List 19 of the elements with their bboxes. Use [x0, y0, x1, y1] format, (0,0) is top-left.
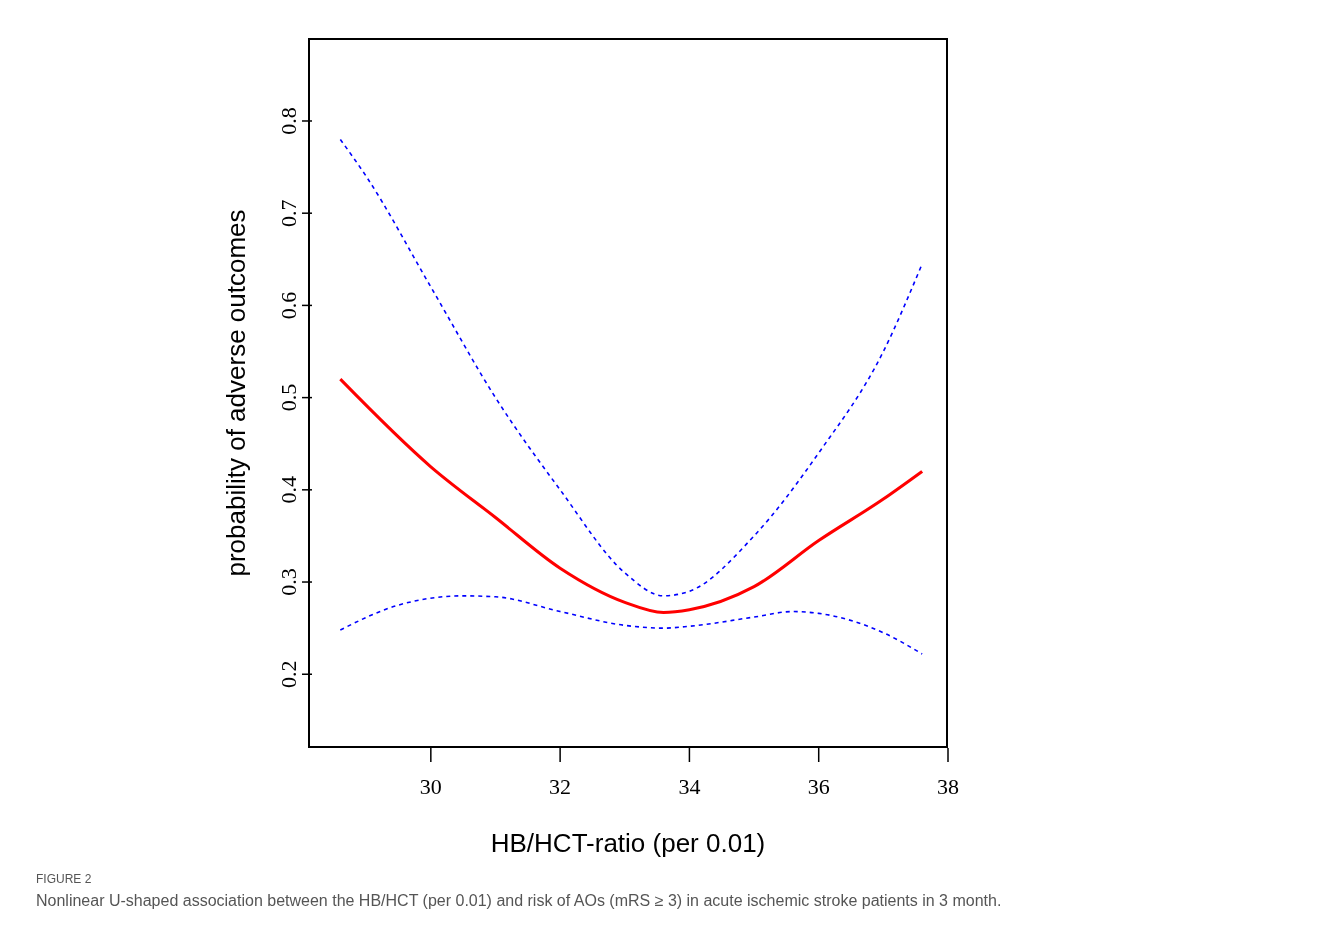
x-tick-label: 32	[549, 773, 572, 799]
x-tick-label: 38	[937, 773, 959, 799]
x-tick-label: 34	[678, 773, 701, 799]
x-tick-label: 36	[807, 773, 830, 799]
y-tick-label: 0.3	[276, 568, 301, 596]
y-tick-label: 0.5	[276, 383, 301, 412]
line-series	[338, 377, 924, 614]
text: Nonlinear U-shaped association between the HB/HCT (per 0.01) and risk of AOs (mRS ≥ 3) in acute ischemic stroke patients in 3 month.	[36, 892, 1003, 910]
y-tick-label: 0.8	[276, 107, 301, 135]
x-tick-label: 30	[419, 773, 442, 799]
line-series	[339, 138, 923, 597]
y-tick-label: 0.4	[276, 476, 301, 504]
line-series	[339, 595, 923, 655]
x-axis-title: HB/HCT-ratio (per 0.01)	[490, 828, 766, 858]
caption: FIGURE 2	[36, 872, 93, 886]
y-tick-label: 0.6	[276, 291, 301, 320]
y-axis-title: probability of adverse outcomes	[221, 209, 252, 577]
y-tick-label: 0.7	[276, 199, 301, 227]
y-tick-label: 0.2	[276, 660, 301, 688]
